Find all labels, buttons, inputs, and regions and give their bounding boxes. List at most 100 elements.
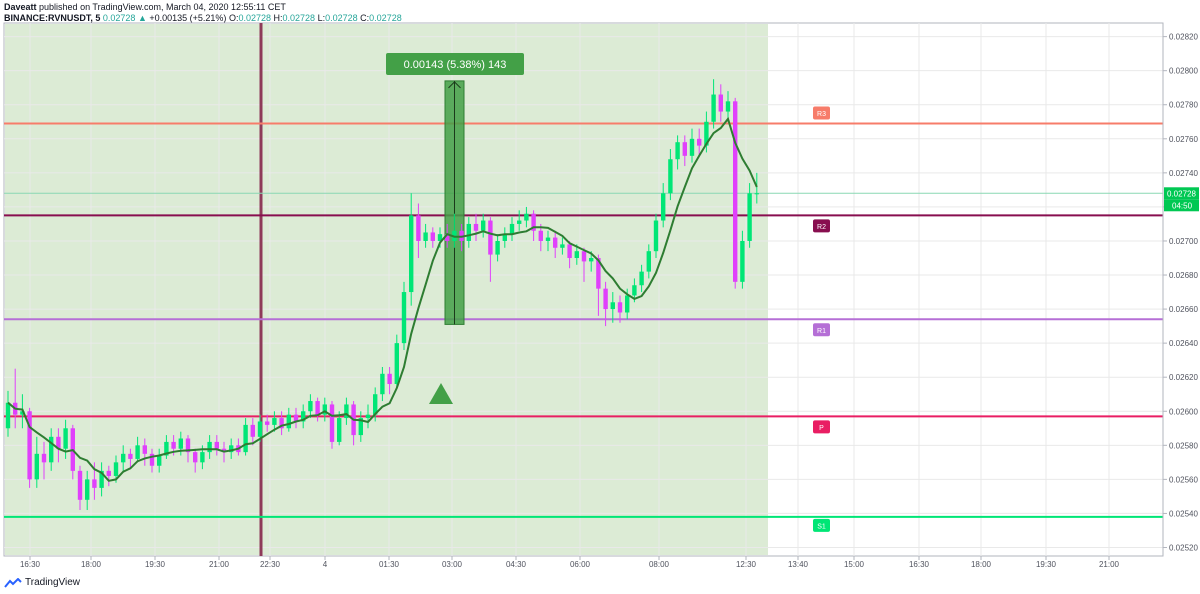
candle-body	[193, 452, 198, 463]
candle-body	[337, 418, 342, 442]
candle-body	[574, 251, 579, 258]
time-tick-label: 16:30	[909, 560, 930, 569]
candle-body	[344, 404, 349, 419]
candle-body	[257, 421, 263, 437]
candle-body	[308, 401, 313, 412]
pivot-label-bg-r3	[813, 106, 830, 120]
candle-body	[718, 94, 723, 112]
candle-body	[365, 414, 371, 419]
candle-body	[625, 295, 630, 313]
candle-body	[221, 448, 227, 453]
pivot-label-bg-r1	[813, 323, 830, 337]
candle-body	[488, 220, 493, 255]
candle-body	[286, 414, 291, 429]
candle-body	[423, 232, 428, 241]
time-tick-label: 19:30	[1036, 560, 1057, 569]
price-tick-label: 0.02760	[1169, 135, 1198, 144]
candle-body	[524, 213, 529, 221]
candle-body	[495, 240, 500, 255]
published-text: published on TradingView.com, March 04, …	[39, 2, 286, 12]
candle-body	[416, 215, 421, 241]
price-change: +0.00135 (+5.21%)	[149, 13, 227, 23]
candle-body	[358, 418, 363, 436]
high-value: 0.02728	[282, 13, 316, 23]
open-label: O:	[228, 13, 239, 23]
publish-info: Daveatt published on TradingView.com, Ma…	[4, 2, 286, 12]
candle-body	[373, 394, 378, 415]
time-tick-label: 08:00	[649, 560, 670, 569]
time-tick-label: 19:30	[145, 560, 166, 569]
candle-body	[185, 438, 191, 453]
candle-body	[265, 421, 270, 425]
candle-body	[250, 424, 255, 437]
price-tick-label: 0.02800	[1169, 67, 1198, 76]
candle-body	[315, 401, 320, 415]
time-tick-label: 21:00	[1099, 560, 1120, 569]
candle-body	[135, 445, 140, 459]
measure-label: 0.00143 (5.38%) 143	[404, 59, 507, 71]
time-tick-label: 06:00	[570, 560, 591, 569]
candle-body	[99, 470, 104, 488]
candle-body	[689, 138, 695, 156]
up-arrow-icon: ▲	[137, 13, 147, 23]
measure-arrow-head	[448, 81, 461, 89]
time-tick-label: 15:00	[844, 560, 865, 569]
candle-body	[733, 101, 738, 282]
close-label: C:	[360, 13, 370, 23]
candle-body	[725, 101, 731, 112]
candle-body	[56, 436, 61, 449]
candle-body	[481, 220, 486, 231]
candle-body	[121, 453, 126, 463]
time-tick-label: 03:00	[442, 560, 463, 569]
tradingview-logo[interactable]: TradingView	[4, 577, 80, 588]
ohlc-legend: BINANCE:RVNUSDT, 5 0.02728 ▲ +0.00135 (+…	[4, 13, 402, 23]
candle-body	[610, 302, 615, 310]
candle-body	[409, 215, 414, 293]
open-value: 0.02728	[238, 13, 272, 23]
candle-body	[171, 441, 176, 449]
candle-body	[128, 453, 133, 459]
candle-body	[272, 418, 277, 425]
candle-body	[5, 402, 11, 429]
candle-body	[243, 424, 248, 453]
time-tick-label: 01:30	[379, 560, 400, 569]
time-tick-label: 18:00	[81, 560, 102, 569]
candle-body	[63, 428, 68, 449]
candle-body	[632, 285, 637, 296]
candle-body	[646, 251, 651, 272]
candle-body	[200, 452, 205, 463]
time-tick-label: 12:30	[736, 560, 757, 569]
countdown-tag	[1164, 199, 1199, 212]
measure-label-box	[386, 53, 524, 75]
pivot-label-p: P	[819, 425, 824, 432]
moving-average-line	[7, 116, 758, 482]
last-price: 0.02728	[102, 13, 136, 23]
candle-body	[682, 142, 687, 156]
candle-body	[77, 470, 83, 500]
tradingview-logo-icon	[4, 577, 22, 588]
candle-body	[301, 411, 306, 422]
candle-body	[653, 220, 659, 252]
low-label: L:	[317, 13, 326, 23]
candle-body	[553, 237, 558, 248]
candle-body	[149, 453, 155, 466]
countdown-tag-label: 04:50	[1172, 201, 1193, 210]
candle-body	[754, 193, 759, 195]
price-tick-label: 0.02620	[1169, 373, 1198, 382]
candle-body	[49, 436, 54, 463]
author-name[interactable]: Daveatt	[4, 2, 37, 12]
candle-body	[697, 138, 702, 146]
candle-body	[214, 441, 219, 449]
candle-body	[473, 223, 479, 231]
candle-body	[567, 244, 572, 258]
buy-signal-marker	[429, 383, 453, 404]
time-tick-label: 4	[323, 560, 328, 569]
candle-body	[581, 251, 587, 262]
candle-body	[589, 257, 594, 262]
time-tick-label: 13:40	[788, 560, 809, 569]
candle-body	[401, 292, 407, 344]
candle-body	[142, 445, 147, 454]
candle-body	[329, 404, 335, 442]
candle-body	[740, 240, 745, 282]
